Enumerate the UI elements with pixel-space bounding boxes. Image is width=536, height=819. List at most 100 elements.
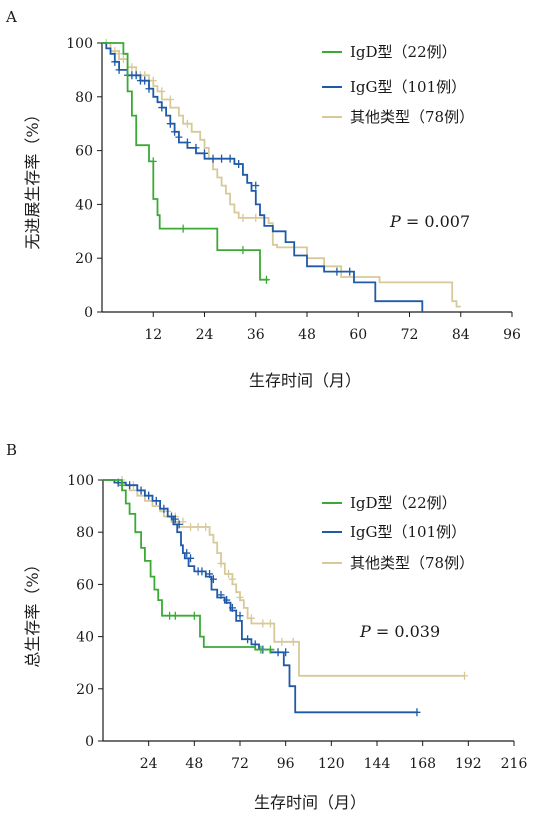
legend-label-a-other: 其他类型（78例） <box>350 108 474 126</box>
censor-mark-b-1 <box>413 708 421 717</box>
censor-mark-b-2 <box>247 614 255 623</box>
censor-mark-a-2 <box>119 55 127 64</box>
censor-mark-a-1 <box>333 267 341 276</box>
survival-curve-b-2 <box>103 479 465 677</box>
legend-label-b-igg: IgG型（101例） <box>350 523 466 541</box>
p-value-text-a: = 0.007 <box>401 212 470 231</box>
censor-mark-b-1 <box>168 512 175 521</box>
x-tick-label-b: 72 <box>231 756 249 772</box>
censor-mark-a-1 <box>209 154 217 163</box>
censor-mark-a-1 <box>252 181 260 190</box>
censor-mark-b-1 <box>160 504 168 513</box>
censor-mark-a-1 <box>166 119 174 128</box>
x-tick-label-b: 144 <box>364 756 391 772</box>
legend-label-b-other: 其他类型（78例） <box>350 554 474 572</box>
censor-mark-a-1 <box>235 160 243 169</box>
censor-mark-a-1 <box>183 138 191 147</box>
censor-mark-b-1 <box>244 635 252 644</box>
legend-label-b-igd: IgD型（22例） <box>350 494 457 512</box>
censor-mark-b-2 <box>217 559 225 568</box>
censor-mark-a-2 <box>252 213 260 222</box>
censor-mark-b-2 <box>266 619 274 628</box>
censor-mark-a-2 <box>128 63 136 72</box>
censor-mark-a-1 <box>192 143 200 152</box>
x-tick-label-a: 36 <box>247 327 265 343</box>
censor-mark-b-1 <box>198 567 206 576</box>
censor-mark-b-2 <box>187 522 195 531</box>
censor-mark-a-1 <box>158 103 166 112</box>
censor-mark-a-1 <box>346 267 354 276</box>
x-axis-title-b: 生存时间（月） <box>254 793 366 812</box>
censor-mark-a-2 <box>158 87 166 96</box>
panel-a: A 0 20 40 60 80 100 12 24 36 48 60 72 84 96 无进展生存率（%）… <box>5 8 521 390</box>
x-tick-label-b: 216 <box>501 756 528 772</box>
x-tick-label-b: 96 <box>277 756 295 772</box>
censor-mark-b-2 <box>259 619 267 628</box>
x-axis-title-a: 生存时间（月） <box>249 371 361 390</box>
censor-mark-b-2 <box>236 593 244 602</box>
censor-mark-a-1 <box>145 84 153 93</box>
x-tick-label-b: 168 <box>409 756 436 772</box>
censor-mark-b-2 <box>461 671 469 680</box>
survival-curve-b-1 <box>103 479 417 714</box>
y-tick-label-b: 60 <box>76 577 94 593</box>
censor-mark-b-0 <box>118 481 126 490</box>
censor-mark-b-0 <box>190 611 198 620</box>
p-value-b: P = 0.039 <box>359 622 440 641</box>
censor-mark-b-1 <box>171 515 179 524</box>
censor-mark-a-1 <box>132 71 140 80</box>
p-label-b: P <box>359 622 371 641</box>
censor-mark-a-0 <box>149 157 157 166</box>
censor-mark-b-1 <box>206 569 214 578</box>
y-tick-label-b: 0 <box>85 734 94 750</box>
x-tick-label-a: 96 <box>503 327 521 343</box>
panel-letter-a: A <box>5 8 17 26</box>
x-tick-label-a: 84 <box>452 327 470 343</box>
legend-label-a-igd: IgD型（22例） <box>350 43 457 61</box>
x-tick-label-b: 48 <box>185 756 203 772</box>
censor-mark-b-1 <box>228 603 236 612</box>
censor-mark-a-1 <box>175 133 183 142</box>
censor-mark-b-0 <box>171 611 179 620</box>
y-tick-label-a: 0 <box>84 305 93 321</box>
y-tick-label-b: 80 <box>76 525 94 541</box>
y-tick-label-a: 20 <box>75 251 93 267</box>
p-value-a: P = 0.007 <box>389 212 470 231</box>
censor-mark-b-2 <box>278 637 286 646</box>
y-tick-label-a: 60 <box>75 144 93 160</box>
censor-mark-b-2 <box>228 575 236 584</box>
censor-mark-b-0 <box>266 645 274 654</box>
survival-curve-a-0 <box>102 42 269 281</box>
survival-curve-b-0 <box>103 479 275 651</box>
censor-mark-b-1 <box>282 648 290 657</box>
y-tick-label-b: 20 <box>76 682 94 698</box>
censor-mark-a-1 <box>111 57 119 66</box>
p-label-a: P <box>389 212 401 231</box>
y-tick-label-a: 100 <box>66 36 93 52</box>
censor-mark-a-2 <box>115 49 123 58</box>
x-tick-label-b: 120 <box>318 756 345 772</box>
x-tick-label-a: 24 <box>196 327 214 343</box>
y-axis-title-a: 无进展生存率（%） <box>23 106 42 249</box>
censor-mark-b-1 <box>209 575 217 584</box>
censor-mark-b-2 <box>202 522 210 531</box>
panel-letter-b: B <box>6 441 17 459</box>
censor-mark-b-1 <box>217 590 225 599</box>
x-tick-label-b: 192 <box>455 756 482 772</box>
x-tick-label-a: 48 <box>298 327 316 343</box>
y-axis-title-b: 总生存率（%） <box>23 556 42 667</box>
censor-mark-b-1 <box>187 554 195 563</box>
censor-mark-a-0 <box>239 246 247 255</box>
censor-mark-b-2 <box>289 637 297 646</box>
censor-mark-b-1 <box>223 596 231 605</box>
censor-mark-b-0 <box>257 645 265 654</box>
censor-mark-a-1 <box>201 149 208 158</box>
censor-mark-b-1 <box>152 496 160 505</box>
censor-mark-a-2 <box>239 213 247 222</box>
censor-mark-b-1 <box>236 611 244 620</box>
legend-label-a-igg: IgG型（101例） <box>350 78 466 96</box>
censor-mark-b-1 <box>183 549 191 558</box>
p-value-text-b: = 0.039 <box>371 622 440 641</box>
censor-mark-b-1 <box>274 648 282 657</box>
x-tick-label-a: 12 <box>144 327 162 343</box>
